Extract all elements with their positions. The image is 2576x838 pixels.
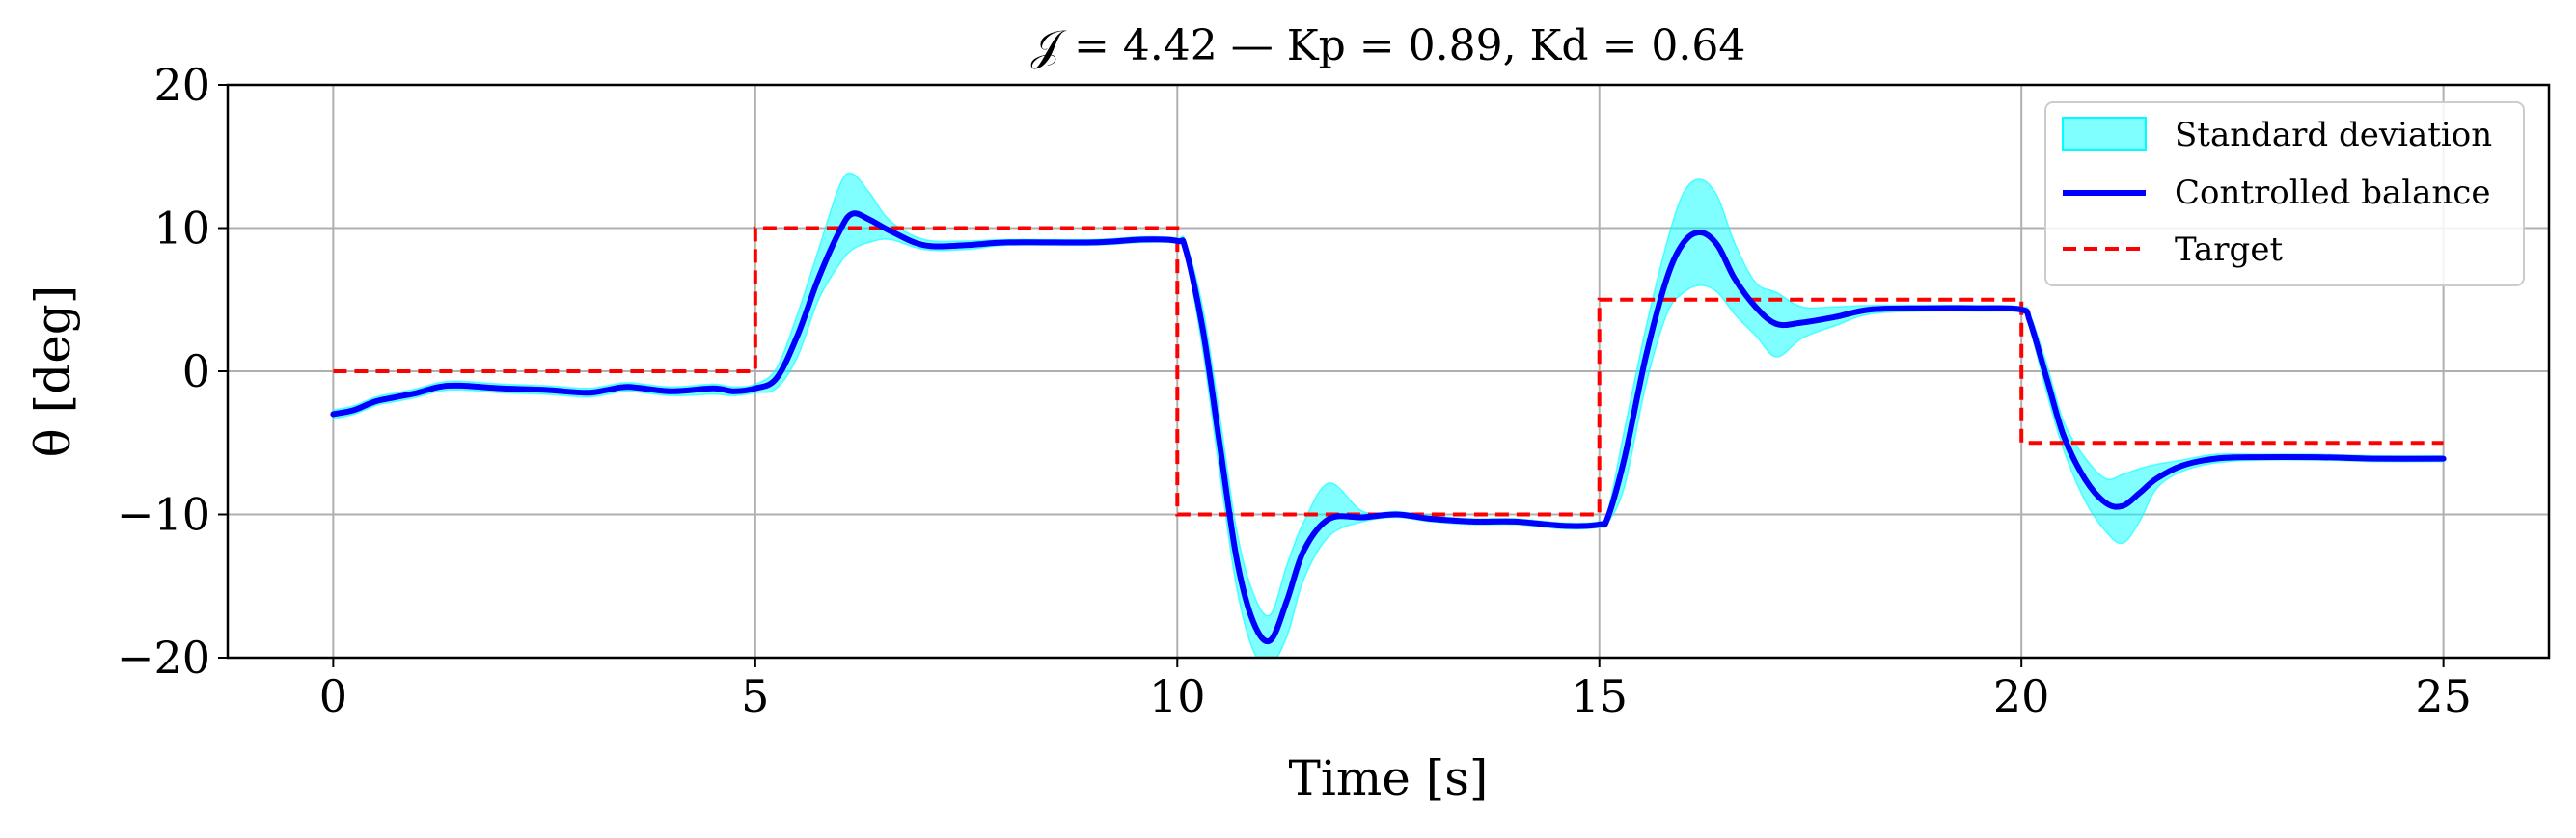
y-tick-label: 0 — [182, 345, 210, 397]
y-tick-label: −20 — [117, 632, 210, 684]
x-axis-label: Time [s] — [1289, 750, 1489, 806]
y-axis-label: θ [deg] — [25, 285, 81, 458]
x-tick-label: 10 — [1149, 670, 1206, 722]
legend-swatch-std — [2062, 117, 2147, 151]
x-tick-label: 0 — [319, 670, 347, 722]
legend-label-target: Target — [2175, 230, 2283, 269]
ticks: 0 5 10 15 20 25 −20 −10 0 10 20 — [117, 59, 2472, 722]
x-tick-label: 25 — [2415, 670, 2472, 722]
line-layer — [330, 210, 2447, 644]
y-tick-label: 10 — [153, 203, 210, 255]
legend: Standard deviation Controlled balance Ta… — [2044, 101, 2525, 286]
legend-box — [2044, 101, 2525, 286]
chart-title: 𝒥 = 4.42 — Kp = 0.89, Kd = 0.64 — [1031, 21, 1746, 70]
y-tick-label: 20 — [153, 59, 210, 111]
x-tick-label: 5 — [741, 670, 769, 722]
y-tick-label: −10 — [117, 489, 210, 541]
legend-label-controlled: Controlled balance — [2175, 174, 2490, 212]
controlled-balance-line — [330, 210, 2447, 644]
x-tick-label: 15 — [1571, 670, 1628, 722]
target-line — [333, 226, 2444, 517]
legend-label-std: Standard deviation — [2175, 116, 2492, 154]
x-tick-label: 20 — [1993, 670, 2050, 722]
